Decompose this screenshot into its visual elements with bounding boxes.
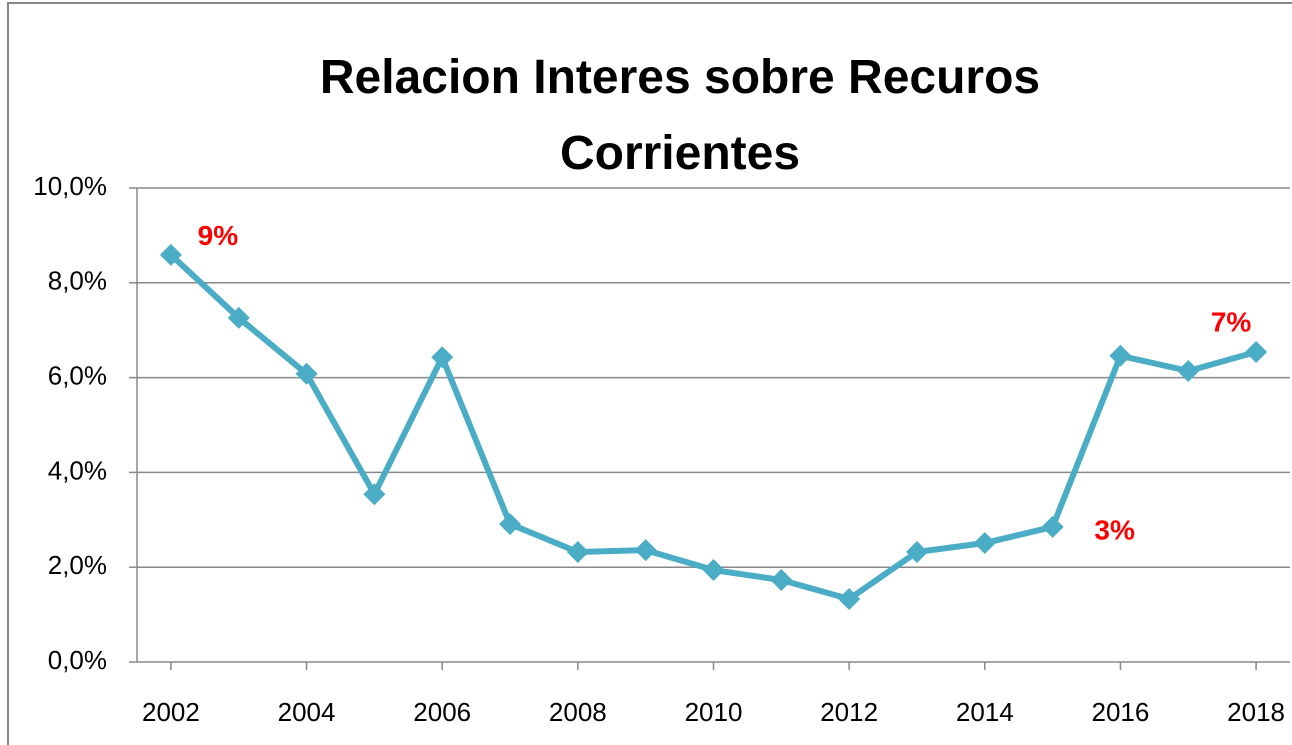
x-tick-label: 2002 <box>142 697 200 727</box>
chart-border <box>7 2 1292 745</box>
marker <box>973 532 996 555</box>
y-tick-label: 10,0% <box>33 171 107 201</box>
x-tick-label: 2018 <box>1227 697 1285 727</box>
data-label: 3% <box>1094 514 1135 545</box>
x-tick-label: 2008 <box>549 697 607 727</box>
y-tick-label: 6,0% <box>48 360 107 390</box>
marker <box>702 559 725 582</box>
y-tick-label: 0,0% <box>48 645 107 675</box>
marker <box>770 568 793 591</box>
marker <box>1041 515 1064 538</box>
marker <box>499 513 522 536</box>
marker <box>566 541 589 564</box>
y-tick-label: 2,0% <box>48 550 107 580</box>
data-label: 7% <box>1211 306 1252 337</box>
marker <box>295 362 318 385</box>
chart-title: Relacion Interes sobre Recuros Corriente… <box>319 51 1041 180</box>
y-tick-label: 4,0% <box>48 455 107 485</box>
marker <box>431 346 454 369</box>
x-tick-label: 2016 <box>1092 697 1150 727</box>
marker <box>1109 344 1132 367</box>
marker <box>363 483 386 506</box>
x-tick-label: 2014 <box>956 697 1014 727</box>
x-tick-label: 2012 <box>820 697 878 727</box>
marker <box>634 539 657 562</box>
marker <box>1245 341 1268 364</box>
x-tick-label: 2010 <box>685 697 743 727</box>
y-tick-label: 8,0% <box>48 266 107 296</box>
x-tick-label: 2006 <box>413 697 471 727</box>
marker <box>159 243 182 266</box>
x-tick-label: 2004 <box>278 697 336 727</box>
marker <box>905 541 928 564</box>
data-label: 9% <box>198 220 239 251</box>
marker <box>227 306 250 329</box>
marker <box>838 587 861 610</box>
marker <box>1177 359 1200 382</box>
series-line <box>168 252 1257 602</box>
